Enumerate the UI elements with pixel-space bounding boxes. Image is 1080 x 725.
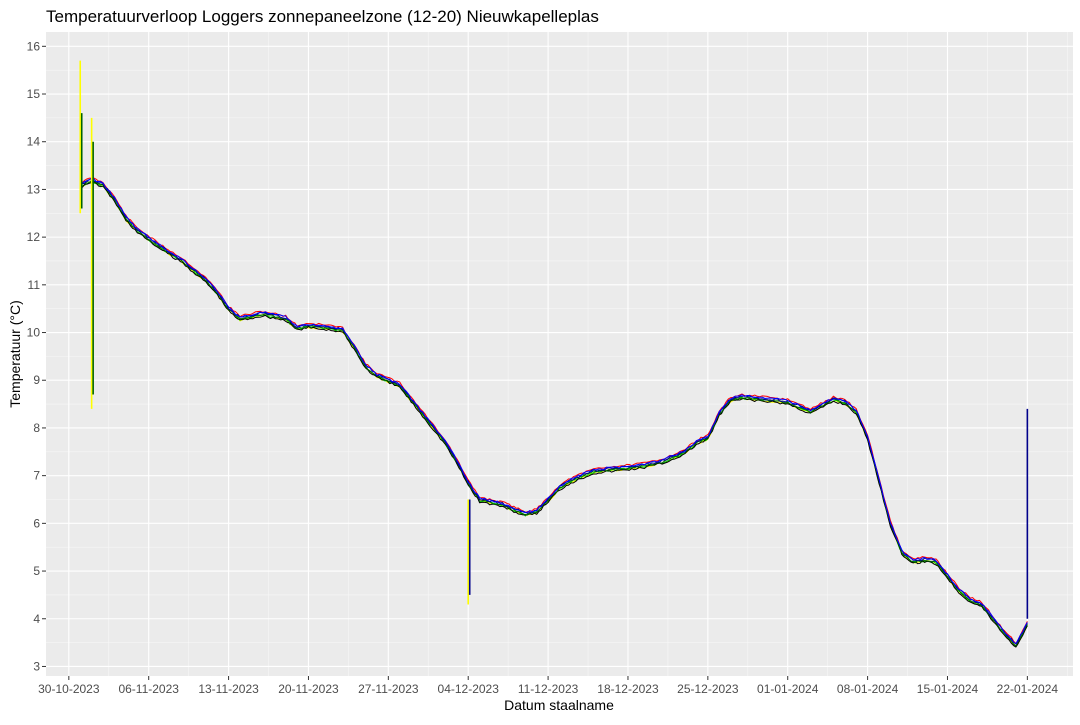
y-tick-label: 13 [27, 182, 41, 196]
x-tick-label: 27-11-2023 [358, 682, 419, 696]
x-tick-label: 06-11-2023 [118, 682, 179, 696]
y-tick-label: 16 [27, 39, 41, 53]
x-tick-label: 04-12-2023 [438, 682, 500, 696]
y-tick-label: 5 [33, 564, 40, 578]
series-line-black [80, 181, 1028, 648]
y-tick-label: 6 [33, 516, 40, 530]
y-tick-label: 4 [33, 612, 40, 626]
x-tick-label: 30-10-2023 [38, 682, 100, 696]
major-gridlines [46, 32, 1073, 676]
y-tick-label: 10 [27, 326, 41, 340]
x-tick-label: 22-01-2024 [997, 682, 1059, 696]
y-tick-label: 15 [27, 87, 41, 101]
plot-panel [46, 32, 1073, 676]
x-tick-label: 20-11-2023 [278, 682, 339, 696]
y-tick-label: 3 [33, 659, 40, 673]
y-tick-label: 8 [33, 421, 40, 435]
series-layer [79, 60, 1029, 648]
x-tick-label: 11-12-2023 [518, 682, 579, 696]
y-tick-label: 9 [33, 373, 40, 387]
series-line-blue [80, 177, 1028, 645]
x-tick-label: 18-12-2023 [597, 682, 659, 696]
x-tick-label: 13-11-2023 [198, 682, 259, 696]
y-tick-label: 7 [33, 469, 40, 483]
x-tick-label: 25-12-2023 [677, 682, 739, 696]
x-tick-label: 08-01-2024 [837, 682, 899, 696]
x-axis: 30-10-2023 06-11-2023 13-11-2023 20-11-2023… [38, 676, 1058, 696]
y-axis: 3 4 5 6 7 8 9 10 11 12 13 14 15 16 [27, 39, 46, 673]
y-axis-title: Temperatuur (°C) [7, 300, 23, 408]
y-tick-label: 11 [28, 278, 41, 292]
x-tick-label: 01-01-2024 [757, 682, 819, 696]
minor-gridlines [46, 32, 1073, 676]
x-tick-label: 15-01-2024 [917, 682, 979, 696]
chart-title: Temperatuurverloop Loggers zonnepaneelzo… [46, 7, 599, 26]
y-tick-label: 14 [27, 135, 41, 149]
x-axis-title: Datum staalname [504, 697, 614, 713]
y-tick-label: 12 [27, 230, 41, 244]
